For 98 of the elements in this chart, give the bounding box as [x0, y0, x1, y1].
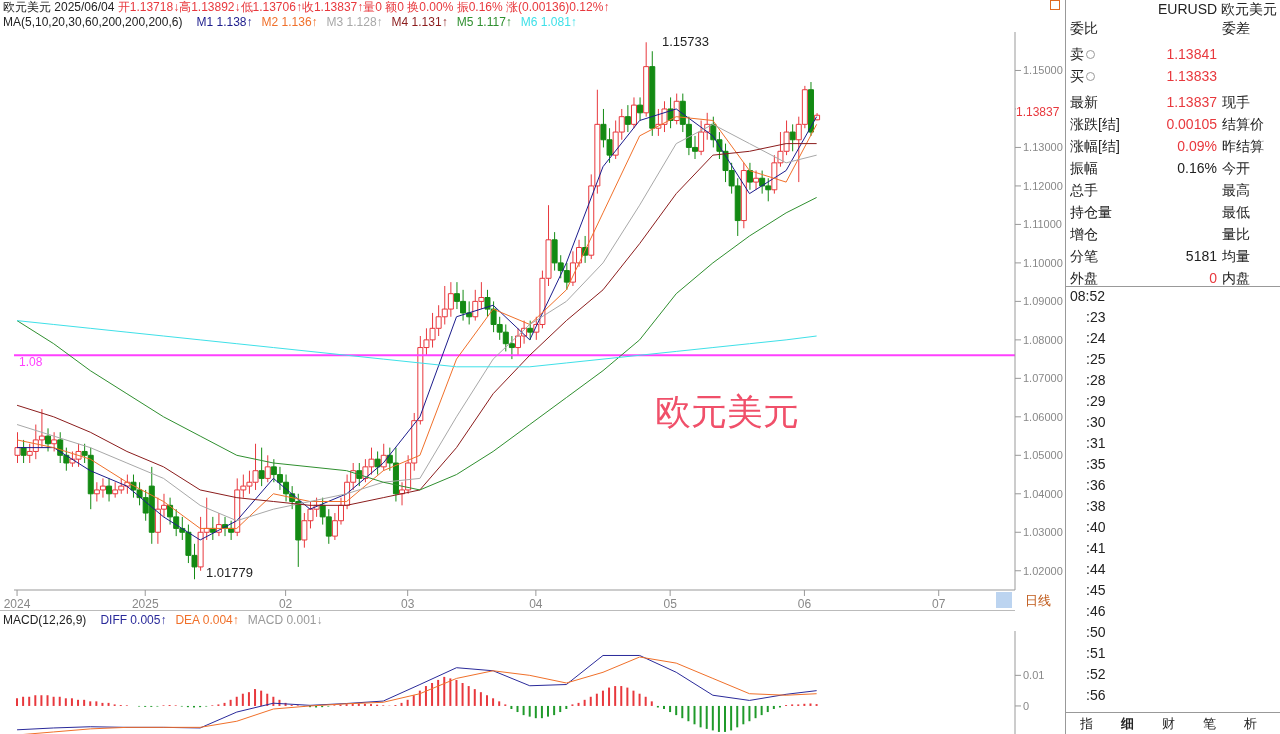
- y-tick-label: 1.05000: [1023, 449, 1063, 462]
- x-tick-label: 06: [797, 597, 812, 611]
- text: 量比: [1222, 226, 1250, 244]
- text: :44: [1086, 561, 1106, 577]
- text: 1.13837: [1016, 105, 1060, 119]
- x-tick-label: 2024: [3, 597, 31, 611]
- y-tick-label: 1.10000: [1023, 256, 1063, 269]
- text: 析: [1244, 715, 1257, 733]
- text: M2 1.136↑: [261, 15, 318, 29]
- text: M5 1.117↑: [456, 15, 512, 29]
- text: 分笔: [1070, 248, 1098, 266]
- text: 涨跌[结]: [1070, 116, 1120, 134]
- text: :25: [1086, 351, 1106, 367]
- y-tick-label: 1.04000: [1023, 487, 1063, 500]
- text: :31: [1086, 435, 1106, 451]
- text: 今开: [1222, 160, 1250, 178]
- chart-title: 欧元美元 2025/06/04: [3, 0, 116, 14]
- text: 现手: [1222, 94, 1250, 112]
- text: 日线: [1025, 592, 1051, 610]
- text: 0.00105: [1166, 116, 1217, 132]
- y-tick-label: 1.12000: [1023, 179, 1063, 192]
- text: 卖: [1070, 46, 1085, 64]
- text: 笔: [1203, 715, 1216, 733]
- text: :40: [1086, 519, 1106, 535]
- text: :50: [1086, 624, 1106, 640]
- y-tick-label: 1.08000: [1023, 333, 1063, 346]
- y-tick-label: 0: [1023, 699, 1030, 712]
- y-tick-label: 1.07000: [1023, 372, 1063, 385]
- text: :24: [1086, 330, 1106, 346]
- text: 外盘: [1070, 270, 1098, 288]
- text: 最高: [1222, 182, 1250, 200]
- text: :41: [1086, 540, 1106, 556]
- text: 最新: [1070, 94, 1098, 112]
- text: 1.13841: [1166, 46, 1217, 62]
- text: 0.09%: [1177, 138, 1217, 154]
- text: :35: [1086, 456, 1106, 472]
- legend-title: MACD(12,26,9): [3, 613, 87, 627]
- x-tick-label: 2025: [131, 597, 159, 611]
- x-tick-label: 05: [663, 597, 678, 611]
- text: :51: [1086, 645, 1106, 661]
- text: :28: [1086, 372, 1106, 388]
- ref-line-label: 1.08: [19, 355, 43, 370]
- text: 持仓量: [1070, 204, 1112, 222]
- annotation: 欧元美元: [655, 390, 799, 434]
- y-tick-label: 1.13000: [1023, 141, 1063, 154]
- text: M1 1.138↑: [196, 15, 253, 29]
- text: M4 1.131↑: [391, 15, 448, 29]
- text: 1.13833: [1166, 68, 1217, 84]
- text: DIFF 0.005↑: [100, 613, 167, 627]
- text: MACD 0.001↓: [247, 613, 323, 627]
- text: :45: [1086, 582, 1106, 598]
- text: :46: [1086, 603, 1106, 619]
- text: :56: [1086, 687, 1106, 703]
- chart-subtitle: 开1.13718↓高1.13892↓低1.13706↑收1.13837↑量0 额0 换0.00% 振0.16% 涨(0.00136)0.12%↑: [117, 0, 610, 14]
- text: M6 1.081↑: [520, 15, 577, 29]
- text: 买: [1070, 68, 1085, 86]
- text: :52: [1086, 666, 1106, 682]
- text: 总手: [1070, 182, 1098, 200]
- text: M3 1.128↑: [326, 15, 383, 29]
- text: 委差: [1222, 20, 1250, 38]
- text: DEA 0.004↑: [175, 613, 239, 627]
- y-tick-label: 1.15000: [1023, 64, 1063, 77]
- text: 最低: [1222, 204, 1250, 222]
- text: :36: [1086, 477, 1106, 493]
- annotation: 1.15733: [662, 34, 709, 49]
- text: 财: [1162, 715, 1175, 733]
- text: 结算价: [1222, 116, 1264, 134]
- text: :38: [1086, 498, 1106, 514]
- y-tick-label: 1.06000: [1023, 410, 1063, 423]
- y-tick-label: 1.09000: [1023, 295, 1063, 308]
- text: 指: [1080, 715, 1093, 733]
- text: EURUSD 欧元美元: [1157, 1, 1277, 19]
- text: 细: [1121, 715, 1134, 733]
- text: 振幅: [1070, 160, 1098, 178]
- text: :23: [1086, 309, 1106, 325]
- y-tick-label: 1.02000: [1023, 564, 1063, 577]
- x-tick-label: 02: [278, 597, 293, 611]
- legend-title: MA(5,10,20,30,60,200,200,200,6): [3, 15, 183, 29]
- x-tick-label: 07: [932, 597, 946, 611]
- text: :29: [1086, 393, 1106, 409]
- y-tick-label: 0.01: [1023, 669, 1045, 682]
- text: 增仓: [1070, 226, 1098, 244]
- annotation: 1.01779: [206, 565, 253, 580]
- text: 5181: [1185, 248, 1217, 264]
- text: 内盘: [1222, 270, 1250, 288]
- text: 均量: [1222, 248, 1250, 266]
- text: 委比: [1070, 20, 1098, 38]
- x-tick-label: 04: [529, 597, 543, 611]
- y-tick-label: 1.11000: [1023, 218, 1062, 231]
- text: 08:52: [1070, 288, 1106, 304]
- text: 1.13837: [1166, 94, 1217, 110]
- y-tick-label: 1.03000: [1023, 526, 1063, 539]
- text: 涨幅[结]: [1070, 138, 1120, 156]
- text: :30: [1086, 414, 1106, 430]
- text: 0.16%: [1177, 160, 1217, 176]
- text: 昨结算: [1222, 138, 1264, 156]
- x-tick-label: 03: [401, 597, 415, 611]
- text: 0: [1209, 270, 1217, 286]
